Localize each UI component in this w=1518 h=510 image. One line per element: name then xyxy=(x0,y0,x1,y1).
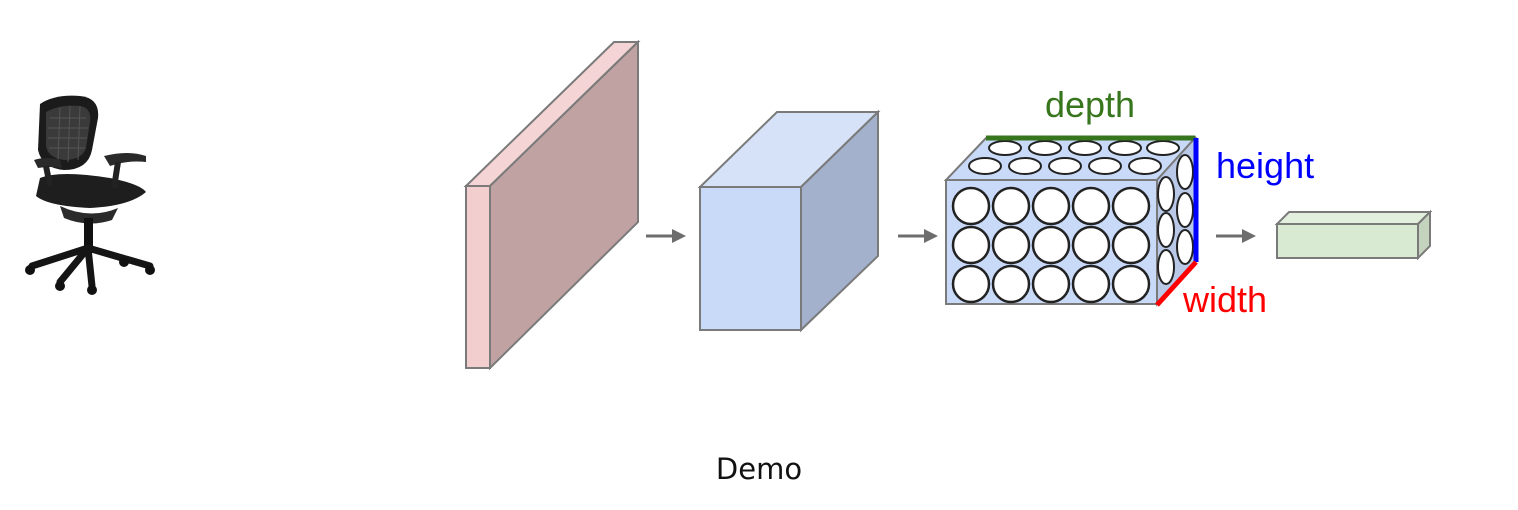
depth-label: depth xyxy=(1045,84,1135,125)
output-layer-bar xyxy=(1274,209,1433,261)
neuron-volume xyxy=(943,135,1199,307)
width-line xyxy=(1155,260,1198,307)
arrow-2 xyxy=(898,229,938,243)
hidden-layer-box xyxy=(697,109,881,333)
arrow-1 xyxy=(646,229,686,243)
height-label: height xyxy=(1216,145,1314,186)
arrow-3 xyxy=(1216,229,1256,243)
input-layer-slab xyxy=(463,39,641,371)
caption: Demo xyxy=(715,452,803,486)
neuron-grid-side xyxy=(1157,154,1194,285)
width-label: width xyxy=(1182,279,1267,320)
neuron-grid-top xyxy=(968,140,1180,175)
neuron-grid-front xyxy=(951,186,1151,304)
office-chair-icon xyxy=(25,95,155,295)
